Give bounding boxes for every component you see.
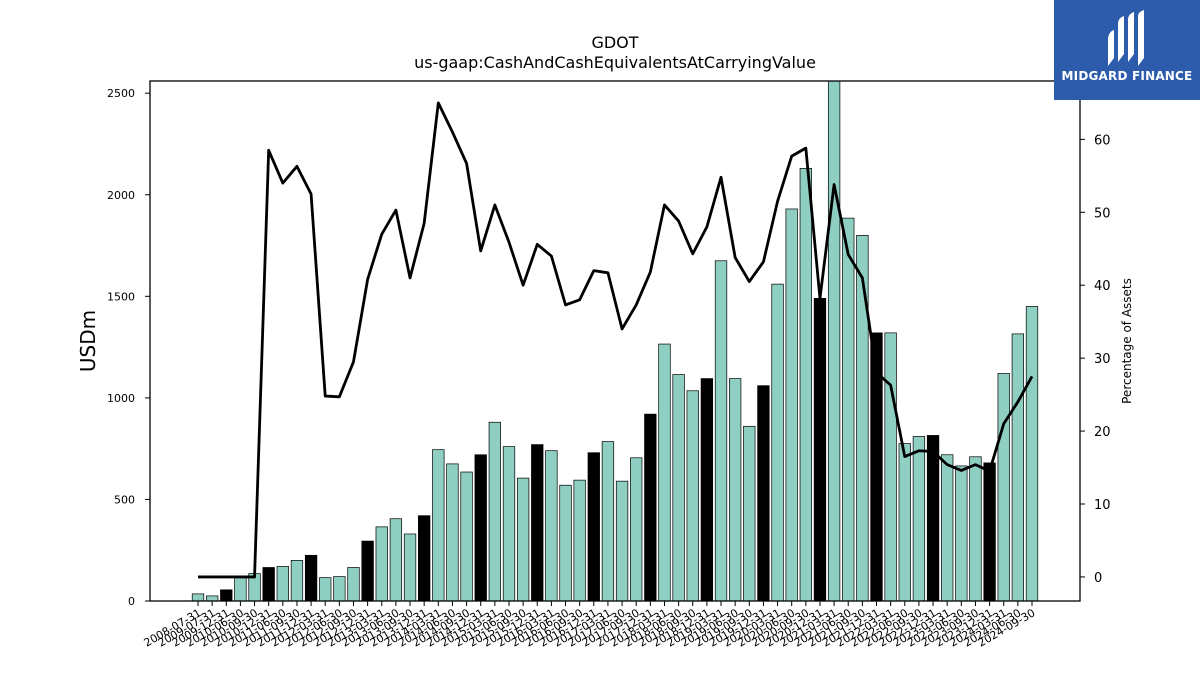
y-tick-label: 500 [114,493,135,506]
bar-2012-06-30 [333,576,346,602]
bar-2014-12-31 [474,454,487,602]
bar-2023-12-31 [983,462,996,602]
y2-tick-label: 40 [1094,279,1111,294]
bar-2008-07-31 [191,593,205,602]
bar-2011-12-31 [304,554,318,602]
bar-2011-06-30 [276,566,289,602]
bar-2022-12-31 [926,435,940,602]
bar-2013-09-30 [403,533,417,602]
bar-2017-09-30 [630,457,643,602]
bar-2015-03-31 [488,421,501,602]
bar-2020-12-31 [813,297,827,602]
percentage-line-layer [198,101,1034,579]
left-axis: 0 500 1000 1500 2000 2500 [107,87,150,608]
bar-2023-06-30 [955,465,968,602]
bar-2016-06-30 [559,484,572,602]
bar-2013-03-31 [375,526,388,602]
bar-2018-06-30 [672,374,685,602]
bar-2010-06-30 [234,577,247,602]
bar-2022-09-30 [912,436,926,602]
bar-2024-06-30 [1011,333,1025,602]
bar-2023-09-30 [969,456,982,602]
bar-2012-03-31 [319,577,332,602]
bar-2021-03-31 [827,80,841,602]
y-tick-label: 2000 [107,189,135,202]
bar-2022-03-31 [884,332,897,602]
bar-2024-03-31 [997,373,1010,602]
bar-2021-06-30 [842,217,855,602]
bar-2017-06-30 [615,480,629,602]
y-axis-label: USDm [76,310,100,372]
chart-subtitle: us-gaap:CashAndCashEquivalentsAtCarrying… [414,53,816,72]
y2-axis-label: Percentage of Assets [1120,278,1134,404]
plot-frame [149,80,1081,602]
bar-2014-09-30 [460,471,473,602]
y-tick-label: 1500 [107,290,135,303]
bar-2021-09-30 [856,235,869,602]
bar-2020-06-30 [785,208,798,602]
y-tick-label: 0 [128,595,135,608]
bar-2015-06-30 [502,446,516,602]
y2-tick-label: 10 [1094,498,1111,513]
bar-2010-12-31 [262,567,275,602]
midgard-logo-icon [1108,10,1144,66]
bar-2013-12-31 [418,515,431,602]
bar-2019-03-31 [714,260,728,602]
y2-tick-label: 60 [1094,133,1111,148]
y2-tick-label: 0 [1094,571,1102,586]
bar-2018-03-31 [658,343,671,602]
y-tick-label: 1000 [107,392,135,405]
bar-2020-09-30 [799,167,812,602]
bar-2018-09-30 [686,390,699,602]
brand-logo: MIDGARD FINANCE [1054,0,1200,100]
bar-2024-09-30 [1025,306,1039,602]
bar-2020-03-31 [771,283,784,602]
bar-2016-09-30 [573,479,586,602]
bar-2012-09-30 [347,567,360,602]
bar-2019-09-30 [743,425,756,602]
bar-2012-12-31 [361,540,374,602]
right-axis: 0 10 20 30 40 50 60 [1080,133,1111,586]
brand-name: MIDGARD FINANCE [1061,69,1193,83]
bar-2013-06-30 [389,518,403,602]
y2-tick-label: 20 [1094,425,1111,440]
bar-2016-12-31 [587,452,600,602]
chart-title: GDOT [591,33,638,52]
bar-2011-09-30 [290,560,304,602]
bars [191,80,1039,602]
y-tick-label: 2500 [107,87,135,100]
bar-2017-03-31 [601,441,615,602]
bar-2019-12-31 [757,385,770,602]
bar-2023-03-31 [941,454,954,602]
y2-tick-label: 30 [1094,352,1111,367]
bar-2018-12-31 [700,378,714,602]
y2-tick-label: 50 [1094,206,1111,221]
bar-2014-03-31 [432,449,445,602]
x-axis: 2008-07-312009-07-312009-12-312010-06-30… [142,601,1038,650]
bar-2019-06-30 [729,378,742,602]
bar-2022-06-30 [898,443,911,602]
bar-2015-12-31 [531,444,544,602]
percentage-of-assets-line [198,101,1034,579]
bar-2009-12-31 [220,589,233,602]
bar-2009-07-31 [205,595,219,602]
bar-2015-09-30 [516,477,530,602]
bar-2016-03-31 [545,450,558,602]
bar-2014-06-30 [446,463,459,602]
bar-2017-12-31 [644,413,657,602]
